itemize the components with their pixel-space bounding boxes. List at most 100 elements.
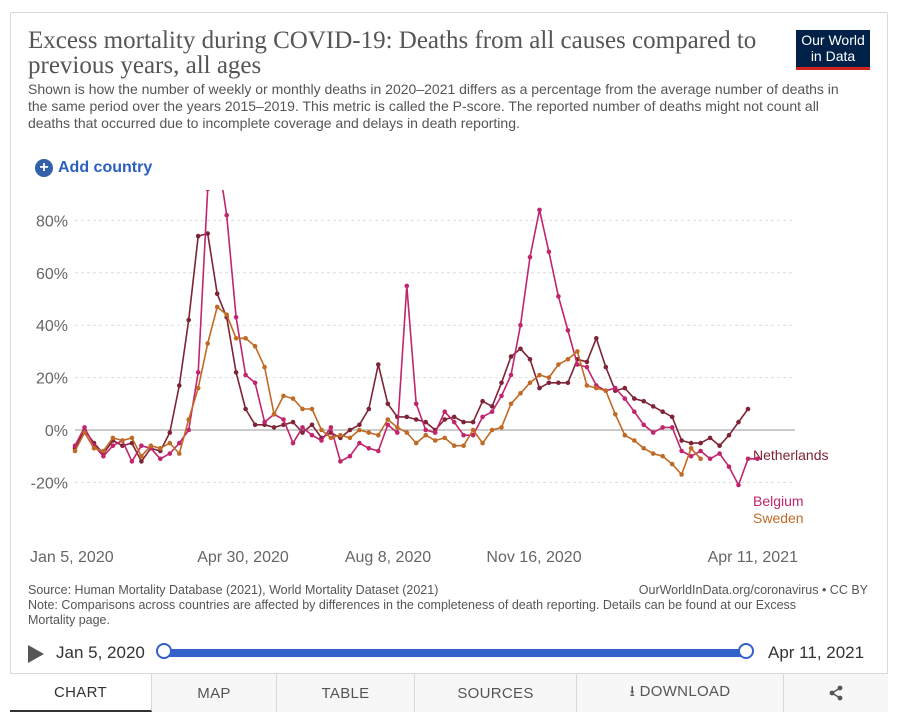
data-point-netherlands bbox=[413, 417, 419, 422]
y-tick-label: 60% bbox=[36, 266, 68, 283]
data-point-netherlands bbox=[423, 419, 429, 425]
data-point-sweden bbox=[129, 435, 135, 441]
data-point-netherlands bbox=[622, 385, 628, 391]
add-country-button[interactable]: + Add country bbox=[35, 157, 152, 179]
data-point-belgium bbox=[233, 315, 239, 320]
data-point-sweden bbox=[432, 438, 438, 443]
data-point-netherlands bbox=[451, 414, 457, 420]
data-point-sweden bbox=[214, 304, 220, 310]
tab-map[interactable]: MAP bbox=[152, 674, 277, 712]
tab-table[interactable]: TABLE bbox=[277, 674, 415, 712]
data-point-belgium bbox=[660, 425, 665, 430]
data-point-sweden bbox=[565, 357, 571, 362]
note-line: Note: Comparisons across countries are a… bbox=[28, 598, 797, 627]
data-point-sweden bbox=[584, 383, 590, 388]
data-point-sweden bbox=[603, 388, 609, 393]
owid-logo[interactable]: Our World in Data bbox=[796, 30, 870, 70]
data-point-netherlands bbox=[650, 404, 656, 409]
data-point-belgium bbox=[508, 372, 514, 378]
data-point-belgium bbox=[300, 425, 305, 430]
data-point-netherlands bbox=[404, 414, 410, 420]
timeline-end-date: Apr 11, 2021 bbox=[768, 643, 865, 662]
data-point-belgium bbox=[158, 456, 163, 462]
data-point-belgium bbox=[565, 328, 571, 333]
series-label-netherlands: Netherlands bbox=[753, 447, 829, 463]
tab-download[interactable]: ⭳ DOWNLOAD bbox=[577, 674, 784, 712]
source-link[interactable]: OurWorldInData.org/coronavirus • CC BY bbox=[638, 583, 868, 597]
data-point-sweden bbox=[319, 427, 324, 433]
data-point-belgium bbox=[395, 430, 400, 435]
data-point-sweden bbox=[499, 425, 504, 430]
data-point-sweden bbox=[442, 435, 448, 441]
data-point-belgium bbox=[139, 443, 144, 448]
data-point-sweden bbox=[698, 456, 703, 462]
data-point-sweden bbox=[139, 453, 144, 459]
data-point-netherlands bbox=[366, 406, 372, 412]
data-point-netherlands bbox=[139, 459, 144, 464]
data-point-netherlands bbox=[499, 380, 504, 386]
data-point-belgium bbox=[413, 401, 419, 407]
tab-share[interactable] bbox=[784, 674, 888, 712]
data-point-belgium bbox=[575, 362, 580, 367]
data-point-sweden bbox=[186, 417, 191, 422]
tab-chart[interactable]: CHART bbox=[10, 674, 152, 712]
data-point-belgium bbox=[489, 409, 495, 414]
data-point-netherlands bbox=[385, 401, 391, 407]
y-tick-label: 20% bbox=[36, 371, 68, 388]
chart-subtitle: Shown is how the number of weekly or mon… bbox=[28, 81, 839, 131]
data-point-netherlands bbox=[300, 430, 305, 435]
data-point-belgium bbox=[167, 451, 173, 456]
data-point-sweden bbox=[328, 435, 334, 441]
data-point-netherlands bbox=[707, 435, 713, 441]
data-point-netherlands bbox=[461, 419, 466, 425]
data-point-belgium bbox=[243, 372, 248, 378]
play-icon[interactable] bbox=[28, 645, 44, 663]
data-point-sweden bbox=[271, 412, 277, 417]
series-line-belgium bbox=[74, 190, 758, 486]
data-point-belgium bbox=[755, 456, 760, 462]
data-point-sweden bbox=[461, 443, 466, 448]
data-point-sweden bbox=[660, 453, 665, 459]
data-point-sweden bbox=[233, 336, 239, 341]
data-point-sweden bbox=[622, 432, 628, 438]
data-point-sweden bbox=[148, 443, 154, 448]
data-point-sweden bbox=[224, 312, 229, 317]
data-point-belgium bbox=[641, 422, 646, 428]
data-point-belgium bbox=[129, 459, 135, 464]
tab-sources[interactable]: SOURCES bbox=[415, 674, 577, 712]
data-point-belgium bbox=[480, 414, 485, 420]
data-point-sweden bbox=[357, 427, 362, 433]
share-icon bbox=[829, 685, 843, 701]
data-point-sweden bbox=[594, 385, 599, 391]
timeline-slider[interactable] bbox=[164, 649, 746, 657]
data-point-netherlands bbox=[470, 419, 476, 425]
data-point-sweden bbox=[158, 446, 163, 451]
add-country-label: Add country bbox=[58, 159, 153, 176]
data-point-netherlands bbox=[546, 380, 552, 386]
source-note: Source: Human Mortality Database (2021),… bbox=[28, 583, 868, 628]
y-tick-label: 40% bbox=[36, 318, 68, 335]
data-point-netherlands bbox=[195, 233, 201, 239]
series-label-sweden: Sweden bbox=[753, 510, 804, 526]
data-point-belgium bbox=[186, 427, 191, 433]
data-point-netherlands bbox=[357, 422, 362, 428]
data-point-belgium bbox=[461, 432, 466, 438]
data-point-belgium bbox=[252, 380, 258, 386]
timeline-end-handle[interactable] bbox=[738, 643, 754, 659]
data-point-sweden bbox=[366, 430, 372, 435]
timeline-start-handle[interactable] bbox=[156, 643, 172, 659]
data-point-netherlands bbox=[442, 417, 448, 422]
data-point-netherlands bbox=[233, 370, 239, 375]
data-point-sweden bbox=[556, 362, 561, 367]
data-point-belgium bbox=[262, 419, 267, 425]
data-point-netherlands bbox=[214, 291, 220, 297]
data-point-belgium bbox=[82, 425, 87, 430]
data-point-belgium bbox=[698, 448, 703, 454]
data-point-netherlands bbox=[290, 419, 296, 425]
data-point-belgium bbox=[328, 425, 334, 430]
data-point-sweden bbox=[290, 396, 296, 401]
data-point-belgium bbox=[650, 430, 656, 435]
x-tick-label: Apr 30, 2020 bbox=[197, 549, 289, 566]
data-point-netherlands bbox=[584, 359, 590, 365]
data-point-sweden bbox=[451, 443, 457, 448]
